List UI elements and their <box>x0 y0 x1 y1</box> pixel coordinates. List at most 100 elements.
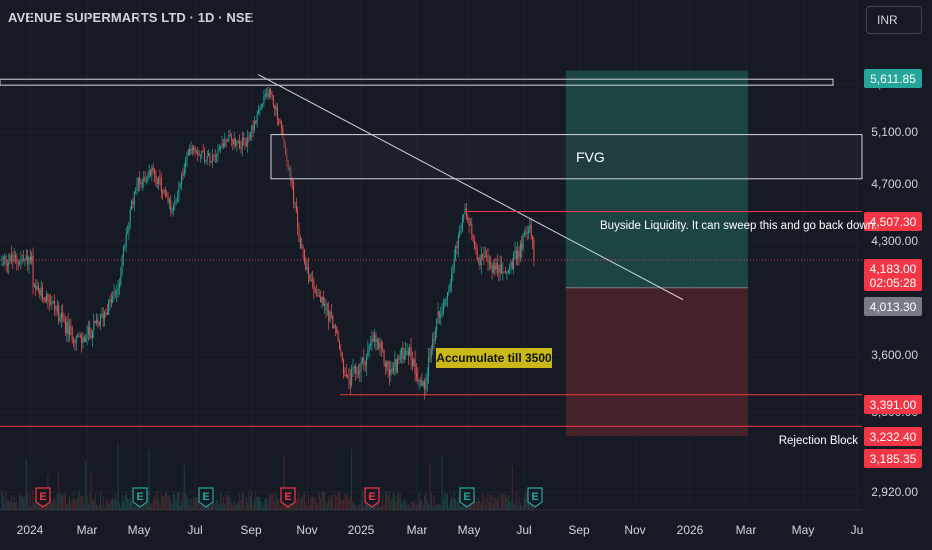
volume-bar <box>437 504 439 510</box>
candle-body <box>529 224 531 230</box>
candle-body <box>209 153 211 163</box>
volume-bar <box>403 498 405 510</box>
candle-body <box>60 312 62 319</box>
candle-body <box>379 342 381 349</box>
volume-bar <box>393 493 394 510</box>
volume-bar <box>445 495 447 510</box>
volume-bar <box>2 495 4 510</box>
candle-body <box>106 312 108 315</box>
candle-body <box>382 348 384 350</box>
volume-bar <box>519 503 521 510</box>
candle-body <box>121 256 123 276</box>
volume-bar <box>326 503 328 510</box>
volume-bar <box>397 495 399 510</box>
earnings-marker[interactable]: E <box>35 487 51 508</box>
volume-bar <box>262 506 264 510</box>
volume-bar <box>83 504 85 510</box>
candle-body <box>329 311 331 322</box>
candle-body <box>424 381 426 389</box>
price-label-bg <box>864 297 922 316</box>
candle-body <box>345 375 347 377</box>
earnings-marker[interactable]: E <box>280 487 296 508</box>
candle-body <box>320 296 322 303</box>
candle-body <box>287 161 289 170</box>
earnings-marker[interactable]: E <box>132 487 148 508</box>
candle-body <box>163 190 165 192</box>
volume-bar <box>86 495 88 510</box>
volume-bar <box>332 494 334 510</box>
candle-body <box>69 326 70 335</box>
volume-bar <box>422 504 424 510</box>
volume-bar <box>172 493 174 510</box>
candle-body <box>313 280 315 291</box>
volume-bar <box>177 492 178 510</box>
candle-body <box>303 249 305 263</box>
candle-body <box>318 295 320 297</box>
candle-body <box>399 354 401 360</box>
candle-body <box>451 273 453 285</box>
candle-body <box>434 331 436 341</box>
candle-body <box>42 287 43 298</box>
currency-selector[interactable]: INR <box>866 6 922 34</box>
volume-bars <box>1 443 535 510</box>
volume-bar <box>320 498 322 510</box>
earnings-marker[interactable]: E <box>198 487 214 508</box>
candle-body <box>401 347 403 355</box>
volume-bar <box>237 502 239 510</box>
volume-bar <box>340 499 342 510</box>
candle-body <box>262 103 264 105</box>
candle-body <box>170 199 172 212</box>
volume-bar <box>317 504 319 510</box>
candle-body <box>19 263 21 265</box>
earnings-marker[interactable]: E <box>527 487 543 508</box>
candle-body <box>224 139 226 147</box>
candle-body <box>283 139 285 147</box>
volume-bar <box>399 494 401 510</box>
volume-bar <box>442 499 444 510</box>
candle-body <box>23 259 25 261</box>
earnings-marker[interactable]: E <box>459 487 475 508</box>
candle-body <box>252 126 254 131</box>
candle-body <box>104 312 106 320</box>
volume-bar <box>259 496 261 510</box>
volume-bar <box>120 505 122 510</box>
volume-bar <box>380 505 382 510</box>
rejection-note: Rejection Block <box>779 435 859 447</box>
candle-body <box>336 327 338 334</box>
volume-bar <box>27 493 29 510</box>
candle-body <box>220 146 222 149</box>
candle-body <box>179 184 181 188</box>
volume-bar <box>471 504 473 510</box>
candle-body <box>46 293 48 302</box>
candle-body <box>139 177 141 184</box>
candle-body <box>388 370 390 376</box>
candle-body <box>86 334 88 338</box>
volume-bar <box>456 502 458 510</box>
price-label-bg <box>864 395 922 414</box>
volume-bar <box>116 499 118 510</box>
candle-body <box>332 315 334 329</box>
volume-bar <box>10 494 12 510</box>
candle-body <box>314 290 316 294</box>
candle-body <box>129 210 131 223</box>
candle-body <box>363 357 365 362</box>
candle-body <box>295 202 297 213</box>
earnings-marker[interactable]: E <box>364 487 380 508</box>
candle-body <box>438 311 440 317</box>
volume-bar <box>229 497 231 510</box>
candle-body <box>285 146 286 155</box>
volume-bar <box>449 501 451 510</box>
candle-body <box>208 153 210 157</box>
candle-body <box>175 200 177 203</box>
candle-body <box>226 140 228 142</box>
volume-bar <box>413 503 415 510</box>
candle-body <box>212 154 214 162</box>
candle-body <box>368 345 370 350</box>
candle-body <box>12 259 14 261</box>
candle-body <box>421 380 423 386</box>
volume-bar <box>214 502 216 510</box>
candle-body <box>455 245 457 259</box>
volume-bar <box>525 492 527 510</box>
volume-bar <box>128 498 130 510</box>
